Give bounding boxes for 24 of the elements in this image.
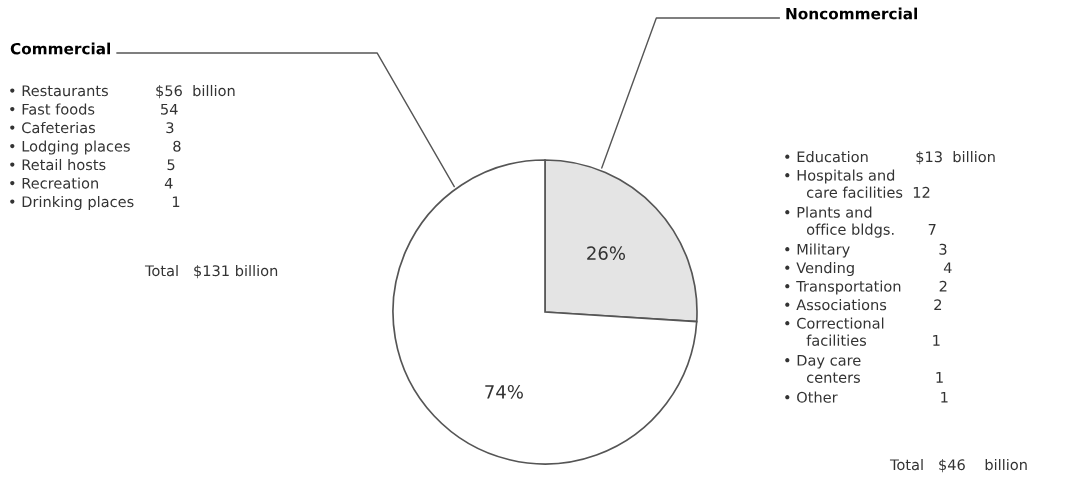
text: • Education $13 billion [785, 151, 995, 165]
text: • Transportation 2 [785, 280, 947, 295]
text: • Military 3 [785, 243, 947, 258]
text: • Cafeterias 3 [10, 121, 174, 134]
text: • Plants and office bldgs. 7 [785, 206, 936, 238]
text: • Hospitals and care facilities 12 [785, 169, 930, 198]
text: • Vending 4 [785, 262, 952, 277]
data-label: 26% [587, 246, 626, 261]
text: • Restaurants $56 billion [10, 84, 235, 99]
text: • Retail hosts 5 [10, 158, 175, 171]
slice-label: Commercial [10, 42, 110, 55]
text: Total $46 billion [889, 458, 1027, 473]
pie-slice [392, 159, 698, 465]
text: • Drinking places 1 [10, 195, 180, 211]
text: • Correctional facilities 1 [785, 317, 940, 346]
data-label: 74% [485, 384, 523, 399]
text: • Day care centers 1 [785, 354, 943, 383]
text: • Other 1 [785, 391, 948, 403]
text: • Lodging places 8 [10, 140, 181, 155]
text: Total $131 billion [144, 264, 278, 279]
slice-label: Noncommercial [786, 7, 917, 20]
text: • Fast foods 54 [10, 103, 178, 115]
text: • Recreation 4 [10, 177, 173, 189]
text: • Associations 2 [785, 299, 942, 311]
